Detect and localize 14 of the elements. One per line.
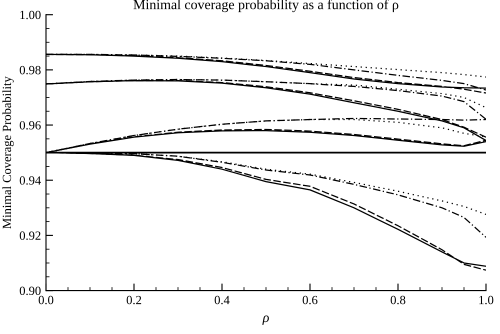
x-tick-label: 0.2	[126, 296, 142, 304]
y-tick-label: 0.90	[20, 286, 41, 296]
y-tick-label: 0.92	[20, 231, 40, 240]
x-tick-label: 0.4	[214, 296, 230, 304]
x-tick-label: 1.0	[479, 296, 494, 304]
x-tick-label: 0.0	[38, 296, 54, 304]
y-tick-label: 1.00	[20, 10, 41, 20]
y-tick-label: 0.94	[20, 176, 41, 185]
y-tick-label: 0.98	[20, 66, 41, 74]
x-tick-label: 0.6	[302, 296, 318, 304]
x-tick-label: 0.8	[390, 296, 406, 304]
y-axis-title: Minimal Coverage Probability	[2, 76, 14, 229]
y-tick-label: 0.96	[20, 121, 41, 130]
x-axis-title: ρ	[262, 315, 269, 325]
